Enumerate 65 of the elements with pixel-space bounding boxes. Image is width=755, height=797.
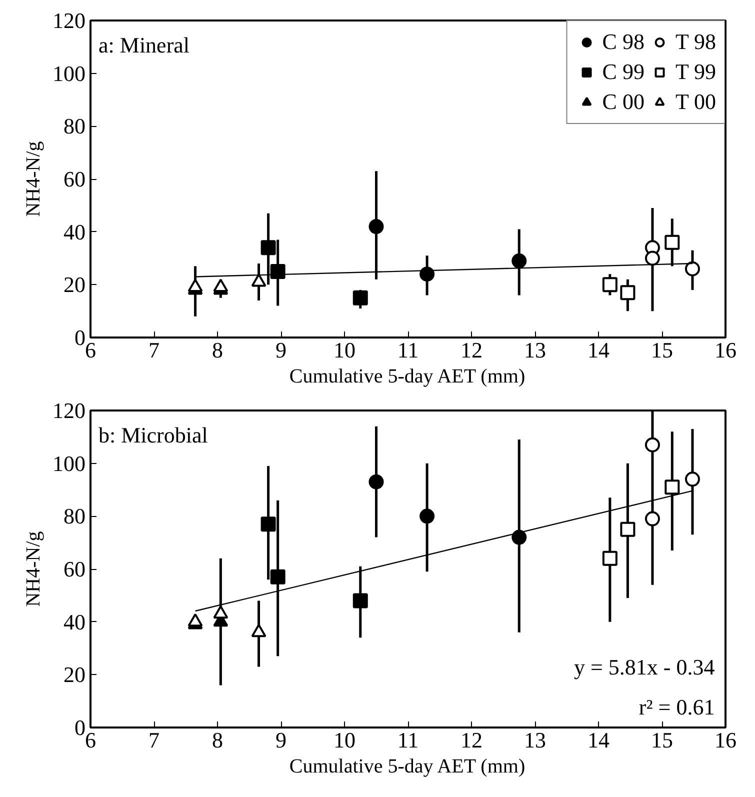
x-tick-label: 10 [334, 338, 356, 362]
y-axis-title: NH4-N/g [22, 141, 44, 217]
point [213, 605, 228, 619]
legend-label: C 98 [602, 29, 644, 55]
x-tick-label: 13 [524, 338, 546, 362]
point [602, 550, 618, 566]
x-tick-label: 11 [397, 338, 419, 362]
y-tick-label: 40 [64, 609, 86, 634]
point [352, 593, 368, 608]
x-axis-title: Cumulative 5-day AET (mm) [289, 366, 526, 388]
x-tick-label: 14 [588, 338, 610, 362]
legend-label: T 00 [675, 89, 716, 115]
y-tick-label: 100 [52, 450, 86, 476]
point [644, 511, 660, 526]
point [512, 530, 527, 545]
annotation: r² = 0.61 [638, 694, 715, 720]
x-tick-label: 15 [651, 338, 673, 362]
x-tick-label: 7 [148, 338, 160, 362]
x-tick-label: 12 [460, 728, 482, 752]
y-tick-label: 20 [64, 272, 86, 298]
x-tick-label: 6 [85, 728, 96, 752]
annotation: b: Microbial [98, 422, 208, 448]
y-tick-label: 80 [64, 114, 86, 139]
point [260, 516, 276, 532]
x-tick-label: 13 [524, 728, 546, 752]
x-tick-label: 8 [212, 338, 223, 362]
point [368, 474, 384, 490]
y-tick-label: 0 [74, 715, 86, 740]
annotation: a: Mineral [98, 32, 190, 58]
x-tick-label: 16 [714, 338, 736, 362]
x-tick-label: 6 [85, 338, 96, 362]
point [664, 480, 680, 495]
y-tick-label: 60 [64, 556, 86, 582]
x-tick-label: 10 [334, 728, 356, 752]
legend-label: C 99 [602, 59, 644, 85]
y-tick-label: 40 [64, 219, 86, 244]
x-tick-label: 16 [714, 728, 736, 752]
legend-label: C 00 [602, 89, 644, 115]
point [251, 624, 266, 638]
x-tick-label: 9 [276, 728, 286, 752]
x-tick-label: 7 [148, 728, 160, 752]
y-tick-label: 100 [52, 60, 86, 86]
point [644, 437, 660, 452]
point [684, 472, 700, 487]
x-tick-label: 9 [276, 338, 286, 362]
point [620, 522, 636, 537]
x-tick-label: 14 [588, 728, 610, 752]
legend-label: T 98 [675, 29, 716, 55]
x-axis-title: Cumulative 5-day AET (mm) [289, 756, 526, 778]
y-tick-label: 20 [64, 662, 86, 688]
x-tick-label: 8 [212, 728, 223, 752]
y-tick-label: 0 [74, 325, 86, 350]
point [420, 508, 435, 524]
y-axis-title: NH4-N/g [22, 531, 44, 607]
y-tick-label: 60 [64, 166, 86, 192]
x-tick-label: 15 [651, 728, 673, 752]
y-tick-label: 120 [52, 8, 86, 33]
point [270, 569, 286, 584]
x-tick-label: 12 [460, 338, 482, 362]
y-tick-label: 120 [52, 398, 86, 423]
point [188, 613, 203, 627]
x-tick-label: 11 [397, 728, 419, 752]
legend-label: T 99 [675, 59, 716, 85]
y-tick-label: 80 [64, 504, 86, 529]
annotation: y = 5.81x - 0.34 [574, 654, 715, 680]
